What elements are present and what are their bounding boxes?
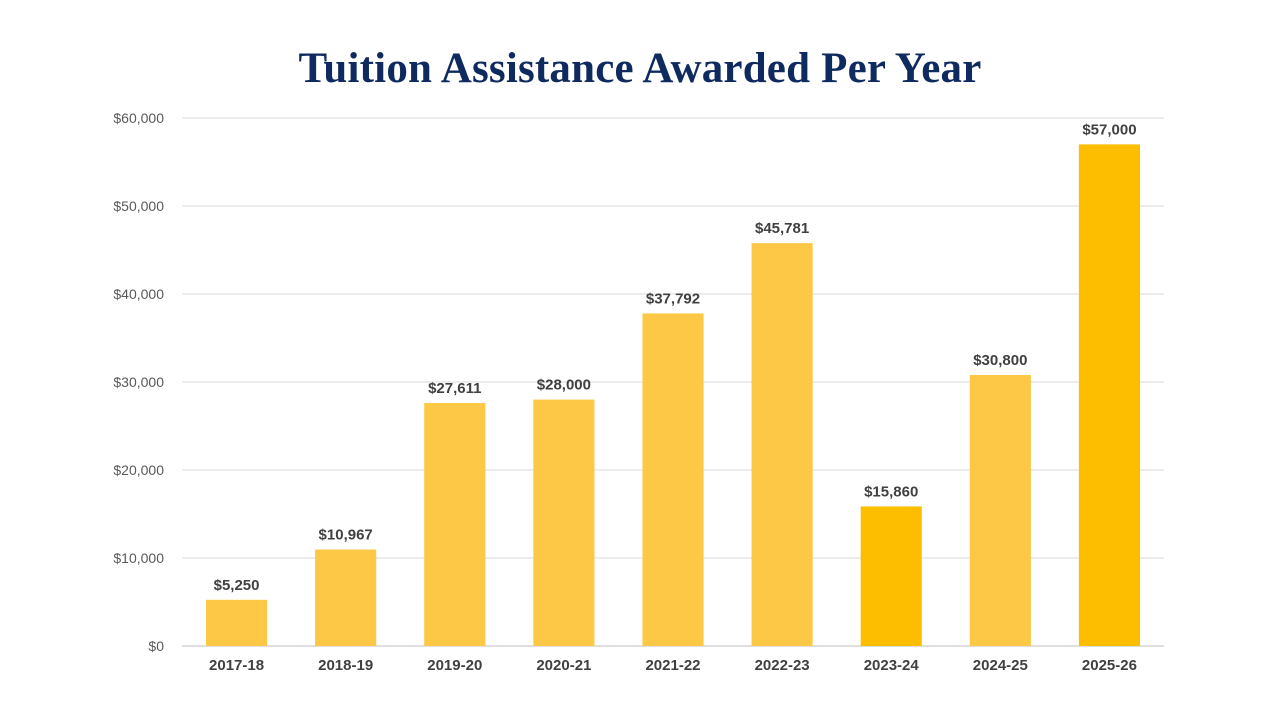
data-label: $57,000 bbox=[1082, 121, 1136, 138]
x-tick-label: 2020-21 bbox=[536, 657, 591, 674]
bar bbox=[424, 403, 486, 646]
y-tick-label: $20,000 bbox=[113, 462, 164, 478]
y-tick-label: $40,000 bbox=[113, 286, 164, 302]
data-label: $37,792 bbox=[646, 290, 700, 307]
bar bbox=[860, 506, 922, 646]
x-tick-label: 2018-19 bbox=[318, 657, 373, 674]
x-tick-label: 2019-20 bbox=[427, 657, 482, 674]
bar bbox=[642, 313, 704, 646]
bar bbox=[315, 549, 377, 646]
data-label: $5,250 bbox=[214, 577, 260, 594]
data-label: $27,611 bbox=[428, 380, 481, 397]
x-tick-label: 2024-25 bbox=[973, 657, 1028, 674]
y-tick-label: $0 bbox=[148, 638, 164, 654]
x-tick-label: 2025-26 bbox=[1082, 657, 1137, 674]
data-label: $45,781 bbox=[755, 220, 809, 237]
y-tick-label: $10,000 bbox=[113, 550, 164, 566]
y-tick-label: $60,000 bbox=[113, 110, 164, 126]
data-label: $28,000 bbox=[537, 377, 591, 394]
bar bbox=[206, 599, 268, 646]
x-tick-label: 2021-22 bbox=[645, 657, 700, 674]
bar bbox=[969, 374, 1031, 646]
data-label: $30,800 bbox=[973, 352, 1027, 369]
y-tick-label: $50,000 bbox=[113, 198, 164, 214]
x-tick-label: 2022-23 bbox=[755, 657, 810, 674]
bar bbox=[1078, 144, 1140, 646]
x-tick-label: 2017-18 bbox=[209, 657, 264, 674]
x-tick-label: 2023-24 bbox=[864, 657, 920, 674]
data-label: $15,860 bbox=[864, 483, 918, 500]
chart-title: Tuition Assistance Awarded Per Year bbox=[298, 45, 982, 92]
bar bbox=[533, 399, 595, 646]
bar bbox=[751, 243, 813, 646]
data-label: $10,967 bbox=[319, 526, 373, 543]
y-tick-label: $30,000 bbox=[113, 374, 164, 390]
